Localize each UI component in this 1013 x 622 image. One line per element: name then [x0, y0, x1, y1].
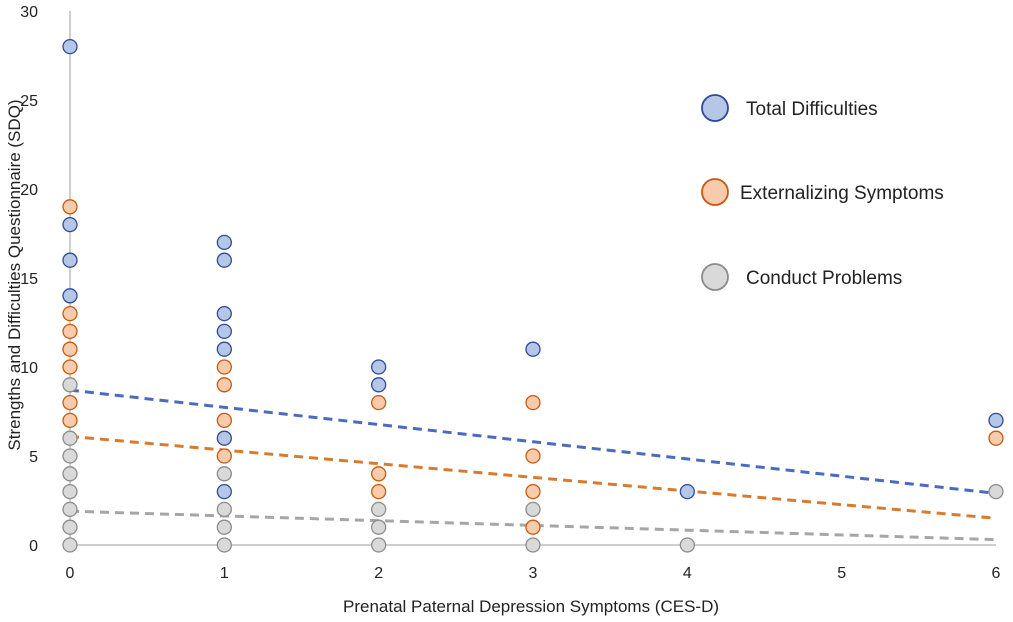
externalizing-symptomspoint — [62, 305, 78, 322]
conduct-problemspoint — [62, 501, 78, 518]
externalizing-symptomspoint — [371, 466, 387, 482]
total-difficultiespoint — [216, 234, 232, 251]
externalizing-symptomspoint — [62, 412, 78, 429]
total-difficultiespoint — [216, 323, 232, 340]
total-difficultiespoint — [62, 38, 78, 55]
conduct-problemspoint — [988, 483, 1004, 500]
x-tick-label: 2 — [374, 565, 383, 582]
conduct-problemspoint — [62, 537, 78, 553]
y-tick-label: 25 — [20, 93, 38, 110]
trend-lines — [69, 388, 997, 542]
conduct-problemspoint — [216, 466, 232, 482]
total-difficultiespoint — [216, 252, 232, 268]
conduct-problemspoint — [62, 483, 78, 500]
externalizing-symptomspoint — [216, 359, 232, 375]
x-tick-label: 0 — [66, 565, 75, 582]
externalizing-symptomspoint — [525, 519, 541, 535]
total-difficultiespoint — [62, 216, 78, 233]
total-difficultiespoint — [216, 305, 232, 322]
total-difficultiespoint — [62, 288, 78, 304]
externalizing-symptomspoint — [216, 377, 232, 393]
externalizing-symptomslegend-marker — [701, 178, 729, 206]
conduct-problemslegend-marker — [701, 263, 729, 291]
conduct-problemspoint — [62, 377, 78, 393]
total-difficultieslegend-label: Total Difficulties — [746, 99, 878, 120]
data-points — [62, 38, 1004, 553]
y-tick-label: 15 — [20, 271, 38, 288]
axes: 0 5 10 15 20 25 30 0 1 2 3 4 5 6 — [20, 4, 1000, 582]
externalizing-symptomspoint — [62, 359, 78, 375]
x-tick-label: 5 — [837, 565, 846, 582]
externalizing-symptomspoint — [216, 448, 232, 464]
total-difficultiespoint — [371, 377, 387, 393]
conduct-problemspoint — [371, 519, 387, 535]
y-tick-label: 20 — [20, 182, 38, 199]
total-difficultiespoint — [988, 412, 1004, 429]
conduct-problemspoint — [525, 501, 541, 518]
conduct-problemspoint — [216, 537, 232, 553]
x-axis-title: Prenatal Paternal Depression Symptoms (C… — [343, 597, 719, 616]
y-tick-label: 10 — [20, 360, 38, 377]
total-difficultiespoint — [525, 341, 541, 357]
conduct-problemspoint — [679, 537, 695, 553]
externalizing-symptomspoint — [525, 394, 541, 411]
conduct-problemspoint — [371, 537, 387, 553]
conduct-problemspoint — [371, 501, 387, 518]
externalizing-symptomspoint — [62, 341, 78, 357]
externalizing-symptomspoint — [525, 483, 541, 500]
externalizing-symptomspoint — [62, 199, 78, 215]
total-difficultiestrend-line — [69, 388, 997, 495]
conduct-problemspoint — [525, 537, 541, 553]
externalizing-symptomspoint — [988, 430, 1004, 446]
legend: Total Difficulties Externalizing Symptoms… — [701, 94, 944, 291]
conduct-problemspoint — [62, 430, 78, 446]
x-tick-label: 1 — [220, 565, 229, 582]
y-axis-title: Strengths and Difficulties Questionnaire… — [5, 99, 24, 450]
conduct-problemspoint — [62, 519, 78, 535]
conduct-problemspoint — [62, 466, 78, 482]
total-difficultiespoint — [679, 483, 695, 500]
conduct-problemspoint — [62, 448, 78, 464]
total-difficultiespoint — [216, 483, 232, 500]
externalizing-symptomspoint — [371, 394, 387, 411]
total-difficultiespoint — [371, 359, 387, 375]
externalizing-symptomspoint — [371, 483, 387, 500]
y-tick-label: 5 — [29, 449, 38, 466]
total-difficultiespoint — [216, 430, 232, 446]
externalizing-symptomspoint — [62, 323, 78, 340]
total-difficultiespoint — [62, 252, 78, 268]
x-tick-label: 3 — [529, 565, 538, 582]
externalizing-symptomslegend-label: Externalizing Symptoms — [740, 183, 944, 204]
y-tick-label: 0 — [29, 538, 38, 555]
externalizing-symptomspoint — [525, 448, 541, 464]
total-difficultieslegend-marker — [701, 94, 729, 122]
externalizing-symptomspoint — [62, 394, 78, 411]
x-tick-label: 6 — [992, 565, 1001, 582]
externalizing-symptomspoint — [216, 412, 232, 429]
x-tick-label: 4 — [683, 565, 692, 582]
conduct-problemslegend-label: Conduct Problems — [746, 268, 902, 289]
total-difficultiespoint — [216, 341, 232, 357]
conduct-problemspoint — [216, 519, 232, 535]
y-tick-label: 30 — [20, 4, 38, 21]
conduct-problemspoint — [216, 501, 232, 518]
